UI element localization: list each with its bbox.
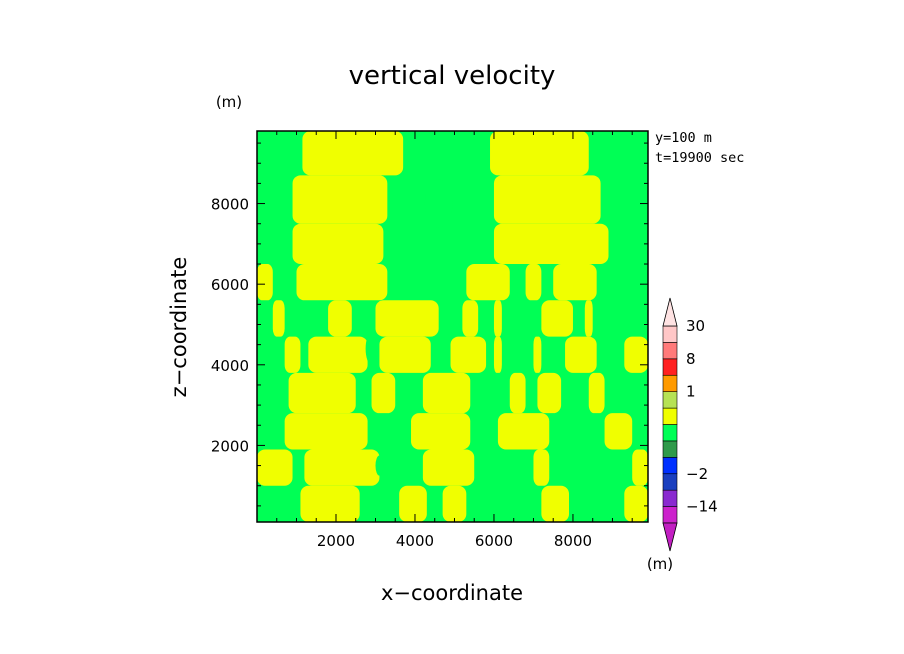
positive-region-3-1 bbox=[296, 264, 388, 301]
positive-region-4-4 bbox=[493, 300, 502, 337]
positive-region-5-2 bbox=[379, 336, 431, 373]
positive-region-9-2 bbox=[442, 485, 467, 522]
positive-region-2-1 bbox=[493, 223, 609, 265]
annotation-line-1: y=100 m bbox=[655, 130, 712, 146]
positive-region-6-5 bbox=[588, 372, 605, 414]
positive-region-4-3 bbox=[462, 300, 479, 337]
positive-region-9-4 bbox=[624, 485, 648, 522]
positive-region-3-2 bbox=[466, 264, 510, 301]
positive-region-2-0 bbox=[292, 223, 384, 265]
positive-region-1-1 bbox=[493, 175, 601, 224]
colorbar-extend-bottom bbox=[662, 522, 678, 552]
positive-region-9-0 bbox=[300, 485, 360, 522]
colorbar-unit-label: (m) bbox=[647, 555, 673, 573]
x-axis-label: x−coordinate bbox=[381, 581, 523, 605]
colorbar-segment-4 bbox=[662, 440, 678, 458]
negative-patch-0 bbox=[424, 179, 453, 228]
x-tick-label: 2000 bbox=[317, 532, 355, 550]
plot-area bbox=[256, 130, 649, 523]
positive-region-5-5 bbox=[533, 336, 542, 373]
positive-region-1-0 bbox=[292, 175, 388, 224]
colorbar-segment-0 bbox=[662, 506, 678, 524]
positive-region-5-1 bbox=[308, 336, 368, 373]
positive-region-7-2 bbox=[497, 413, 550, 450]
positive-region-8-2 bbox=[422, 449, 475, 486]
positive-region-8-3 bbox=[533, 449, 550, 486]
colorbar-segment-9 bbox=[662, 358, 678, 376]
positive-region-6-3 bbox=[509, 372, 526, 414]
y-tick-label: 2000 bbox=[211, 437, 249, 455]
y-tick-label: 4000 bbox=[211, 357, 249, 375]
x-tick-label: 8000 bbox=[554, 532, 592, 550]
chart-title: vertical velocity bbox=[349, 61, 556, 91]
negative-patch-2 bbox=[375, 455, 384, 476]
positive-region-5-6 bbox=[565, 336, 597, 373]
positive-region-5-3 bbox=[450, 336, 487, 373]
positive-region-0-1 bbox=[490, 131, 589, 176]
colorbar-segment-10 bbox=[662, 342, 678, 360]
positive-region-6-4 bbox=[537, 372, 562, 414]
positive-region-9-1 bbox=[399, 485, 427, 522]
positive-region-4-2 bbox=[375, 300, 439, 337]
colorbar-segment-8 bbox=[662, 374, 678, 392]
negative-patch-1 bbox=[365, 332, 378, 365]
positive-region-4-0 bbox=[272, 300, 285, 337]
y-tick-label: 6000 bbox=[211, 276, 249, 294]
positive-region-0-0 bbox=[302, 131, 404, 176]
positive-region-6-2 bbox=[422, 372, 471, 414]
positive-region-5-4 bbox=[493, 336, 502, 373]
colorbar-segment-2 bbox=[662, 473, 678, 491]
x-tick-label: 4000 bbox=[396, 532, 434, 550]
positive-region-4-6 bbox=[584, 300, 593, 337]
positive-region-4-5 bbox=[541, 300, 573, 337]
x-tick-label: 6000 bbox=[475, 532, 513, 550]
positive-region-3-3 bbox=[525, 264, 542, 301]
y-axis-label: z−coordinate bbox=[167, 257, 191, 398]
y-unit-label: (m) bbox=[216, 93, 242, 111]
positive-region-5-7 bbox=[624, 336, 648, 373]
positive-region-7-1 bbox=[411, 413, 471, 450]
colorbar-tick-label: 30 bbox=[686, 317, 705, 335]
positive-region-8-1 bbox=[304, 449, 380, 486]
colorbar-tick-label: 1 bbox=[686, 383, 696, 401]
field-layer bbox=[257, 131, 648, 522]
positive-region-5-0 bbox=[284, 336, 301, 373]
positive-region-8-4 bbox=[632, 449, 648, 486]
colorbar-extend-top bbox=[662, 297, 678, 327]
positive-region-6-0 bbox=[288, 372, 356, 414]
positive-region-8-0 bbox=[257, 449, 293, 486]
colorbar: 30 8 1 −2 −14 bbox=[662, 297, 718, 552]
y-tick-label: 8000 bbox=[211, 196, 249, 214]
colorbar-segment-7 bbox=[662, 391, 678, 409]
colorbar-segment-1 bbox=[662, 489, 678, 507]
positive-region-9-3 bbox=[541, 485, 570, 522]
plot-frame bbox=[256, 130, 649, 523]
positive-region-6-1 bbox=[371, 372, 396, 414]
colorbar-segment-3 bbox=[662, 457, 678, 475]
colorbar-segment-5 bbox=[662, 424, 678, 442]
annotation-line-2: t=19900 sec bbox=[655, 150, 744, 166]
positive-region-3-0 bbox=[257, 264, 273, 301]
colorbar-tick-label: −14 bbox=[686, 498, 718, 516]
positive-region-3-4 bbox=[553, 264, 597, 301]
colorbar-segment-11 bbox=[662, 325, 678, 343]
positive-region-4-1 bbox=[328, 300, 352, 337]
positive-region-7-0 bbox=[284, 413, 368, 450]
colorbar-segment-6 bbox=[662, 407, 678, 425]
colorbar-tick-label: −2 bbox=[686, 465, 708, 483]
positive-region-7-3 bbox=[604, 413, 633, 450]
axis-ticks: 2000 4000 6000 8000 2000 4000 6000 8000 bbox=[211, 131, 648, 550]
colorbar-tick-label: 8 bbox=[686, 350, 696, 368]
